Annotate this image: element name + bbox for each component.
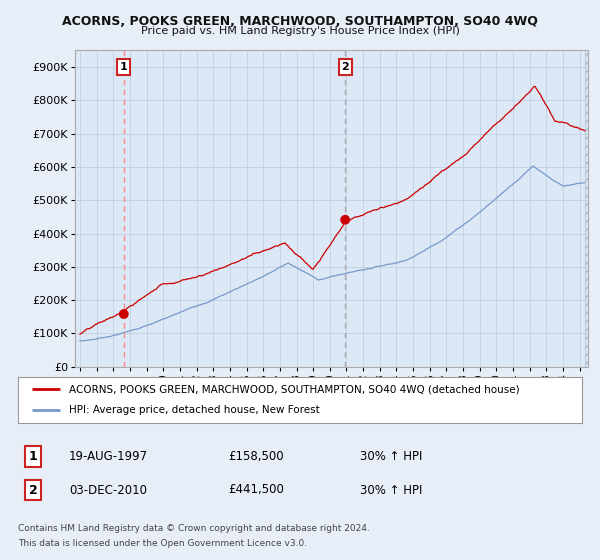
Point [340,215,350,224]
Text: 2: 2 [341,62,349,72]
Text: 19-AUG-1997: 19-AUG-1997 [69,450,148,463]
Text: Contains HM Land Registry data © Crown copyright and database right 2024.: Contains HM Land Registry data © Crown c… [18,524,370,533]
Text: 1: 1 [120,62,128,72]
Text: Price paid vs. HM Land Registry's House Price Index (HPI): Price paid vs. HM Land Registry's House … [140,26,460,36]
Text: 1: 1 [29,450,37,463]
Text: £441,500: £441,500 [228,483,284,497]
Text: HPI: Average price, detached house, New Forest: HPI: Average price, detached house, New … [69,405,320,416]
Text: This data is licensed under the Open Government Licence v3.0.: This data is licensed under the Open Gov… [18,539,307,548]
Text: ACORNS, POOKS GREEN, MARCHWOOD, SOUTHAMPTON, SO40 4WQ: ACORNS, POOKS GREEN, MARCHWOOD, SOUTHAMP… [62,15,538,28]
Point [119,310,128,319]
Text: 2: 2 [29,483,37,497]
Text: ACORNS, POOKS GREEN, MARCHWOOD, SOUTHAMPTON, SO40 4WQ (detached house): ACORNS, POOKS GREEN, MARCHWOOD, SOUTHAMP… [69,384,520,394]
Text: 03-DEC-2010: 03-DEC-2010 [69,483,147,497]
Text: £158,500: £158,500 [228,450,284,463]
Text: 30% ↑ HPI: 30% ↑ HPI [360,483,422,497]
Text: 30% ↑ HPI: 30% ↑ HPI [360,450,422,463]
